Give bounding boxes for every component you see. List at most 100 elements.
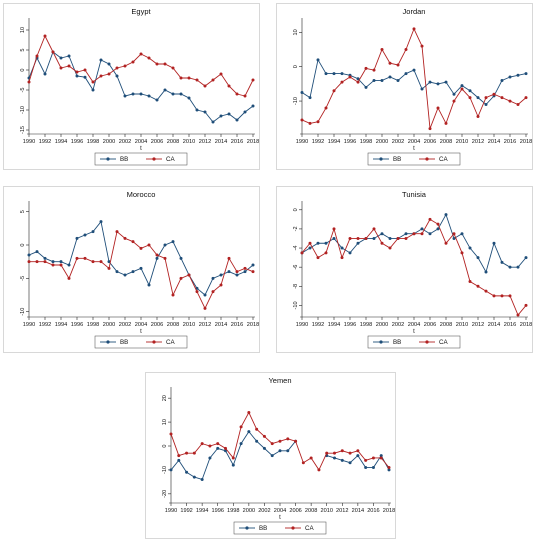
data-point-ca bbox=[67, 276, 71, 280]
x-tick-label: 1994 bbox=[55, 322, 67, 328]
data-point-ca bbox=[356, 80, 360, 84]
y-tick-label: 20 bbox=[162, 395, 168, 401]
data-point-ca bbox=[51, 50, 55, 54]
data-point-ca bbox=[340, 449, 344, 453]
y-tick-label: 5 bbox=[20, 48, 26, 51]
x-tick-label: 2004 bbox=[135, 322, 147, 328]
data-point-bb bbox=[356, 241, 360, 245]
y-tick-label: -2 bbox=[293, 226, 299, 231]
data-point-ca bbox=[380, 48, 384, 51]
data-point-ca bbox=[177, 454, 181, 458]
x-tick-label: 1996 bbox=[211, 508, 223, 514]
data-point-bb bbox=[227, 270, 231, 274]
x-tick-label: 1992 bbox=[180, 508, 192, 514]
panel-morocco: Morocco -10 -5 0 5 1990 1992 1994 1996 1998 2000 20… bbox=[3, 186, 260, 353]
legend-label-ca: CA bbox=[166, 339, 175, 346]
data-point-ca bbox=[300, 118, 304, 122]
data-point-ca bbox=[500, 294, 504, 298]
panel-yemen: Yemen -20 -10 0 10 20 1990 1992 1994 1996 1998 2000… bbox=[145, 372, 396, 539]
data-point-ca bbox=[356, 449, 360, 453]
data-point-bb bbox=[139, 92, 143, 96]
data-point-bb bbox=[452, 236, 456, 240]
data-point-ca bbox=[27, 260, 31, 264]
data-point-bb bbox=[171, 92, 175, 96]
data-point-ca bbox=[171, 293, 175, 297]
data-point-ca bbox=[396, 236, 400, 240]
data-point-bb bbox=[247, 430, 251, 434]
data-point-bb bbox=[420, 87, 424, 91]
data-point-bb bbox=[179, 92, 183, 96]
data-point-bb bbox=[251, 263, 255, 267]
chart-morocco: Morocco -10 -5 0 5 1990 1992 1994 1996 1998 2000 20… bbox=[20, 190, 259, 349]
data-point-bb bbox=[270, 454, 274, 458]
legend-label-bb: BB bbox=[120, 339, 128, 346]
y-tick-label: 0 bbox=[162, 444, 168, 447]
data-point-ca bbox=[348, 75, 352, 79]
data-point-ca bbox=[147, 243, 151, 247]
data-point-ca bbox=[404, 236, 408, 240]
legend-box bbox=[233, 521, 327, 535]
x-tick-label: 2016 bbox=[504, 322, 516, 328]
chart-title: Tunisia bbox=[402, 190, 427, 199]
data-point-bb bbox=[516, 73, 520, 77]
data-point-bb bbox=[484, 103, 488, 106]
data-point-bb bbox=[468, 89, 472, 93]
data-point-ca bbox=[412, 27, 416, 31]
data-point-ca bbox=[484, 96, 488, 100]
data-point-bb bbox=[379, 454, 383, 458]
data-point-bb bbox=[211, 276, 215, 280]
legend-marker-ca bbox=[152, 340, 156, 344]
data-point-ca bbox=[195, 290, 199, 294]
data-point-bb bbox=[436, 82, 440, 86]
data-point-ca bbox=[372, 227, 376, 231]
data-point-bb bbox=[372, 78, 376, 82]
data-point-bb bbox=[179, 256, 183, 260]
data-point-bb bbox=[388, 75, 392, 79]
data-point-ca bbox=[231, 456, 235, 460]
data-point-ca bbox=[115, 66, 119, 70]
series-line-bb bbox=[170, 430, 296, 481]
x-tick-label: 2010 bbox=[320, 508, 332, 514]
y-tick-label: -10 bbox=[293, 301, 299, 309]
x-tick-label: 2000 bbox=[376, 139, 388, 145]
data-point-bb bbox=[340, 246, 344, 250]
data-point-ca bbox=[227, 256, 231, 260]
y-tick-label: -5 bbox=[20, 88, 26, 93]
data-point-bb bbox=[404, 232, 408, 236]
x-tick-label: 2016 bbox=[231, 322, 243, 328]
data-point-bb bbox=[139, 266, 143, 270]
data-point-ca bbox=[460, 87, 464, 91]
data-point-ca bbox=[35, 54, 39, 58]
x-tick-label: 1990 bbox=[296, 139, 308, 145]
legend-marker-bb bbox=[379, 157, 383, 161]
data-point-ca bbox=[404, 48, 408, 51]
data-point-bb bbox=[524, 256, 528, 260]
x-tick-label: 2012 bbox=[336, 508, 348, 514]
data-point-bb bbox=[468, 246, 472, 250]
legend-label-bb: BB bbox=[259, 525, 267, 532]
data-point-ca bbox=[262, 434, 266, 438]
data-point-ca bbox=[371, 456, 375, 460]
data-point-ca bbox=[286, 437, 290, 441]
x-tick-label: 2004 bbox=[408, 322, 420, 328]
x-tick-label: 2018 bbox=[383, 508, 395, 514]
series-line-ca bbox=[301, 27, 527, 129]
x-tick-label: 2000 bbox=[103, 322, 115, 328]
data-point-bb bbox=[428, 80, 432, 84]
data-point-ca bbox=[316, 256, 320, 260]
data-point-ca bbox=[420, 44, 424, 48]
data-point-ca bbox=[163, 62, 167, 66]
data-point-bb bbox=[192, 475, 196, 479]
data-point-bb bbox=[43, 256, 47, 260]
data-point-ca bbox=[348, 451, 352, 455]
data-point-bb bbox=[235, 118, 239, 122]
data-point-bb bbox=[203, 293, 207, 297]
x-tick-label: 2008 bbox=[305, 508, 317, 514]
data-point-bb bbox=[364, 466, 368, 470]
data-point-bb bbox=[278, 449, 282, 453]
data-point-bb bbox=[171, 240, 175, 244]
x-axis-label: t bbox=[140, 146, 142, 152]
data-point-ca bbox=[309, 456, 313, 460]
data-point-bb bbox=[500, 260, 504, 264]
